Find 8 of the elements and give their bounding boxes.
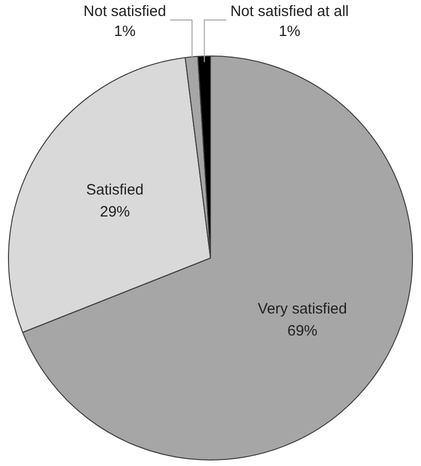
data-label: 69% [287,322,318,340]
slice-label: Not satisfied at all [230,3,349,20]
slice-label: Very satisfied [258,300,347,318]
data-label: 1% [114,23,136,40]
data-label: 29% [100,204,130,221]
slice-label: Not satisfied [84,3,166,20]
slice-label: Satisfied [86,182,144,199]
data-label: 1% [278,23,300,40]
